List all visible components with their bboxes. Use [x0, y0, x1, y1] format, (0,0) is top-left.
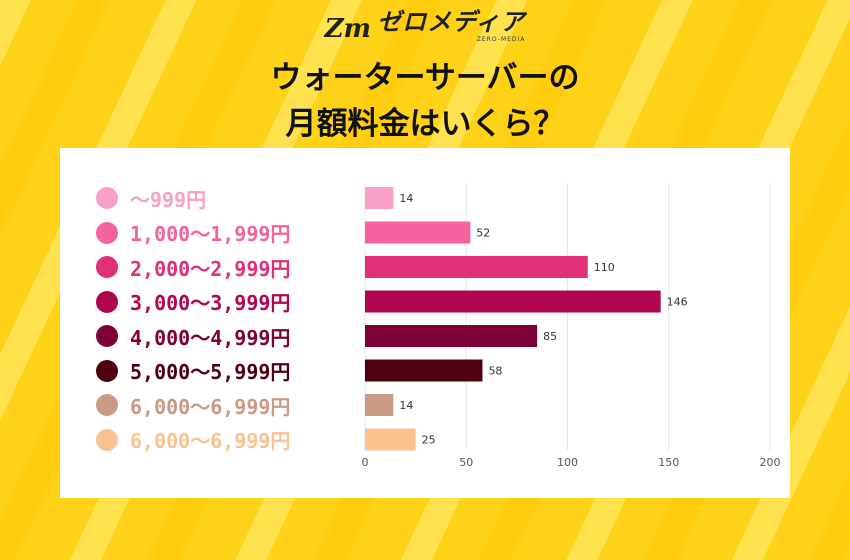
brand-logo: Zm ゼロメディア ZERO-MEDIA [0, 8, 850, 44]
legend-item: 3,000〜3,999円 [96, 288, 290, 316]
data-label: 58 [488, 365, 502, 378]
x-tick-label: 0 [362, 456, 369, 469]
x-tick-label: 50 [459, 456, 473, 469]
brand-name: ゼロメディア [377, 8, 526, 36]
legend-dot-icon [96, 359, 118, 382]
legend-dot-icon [96, 428, 118, 451]
bar [365, 428, 416, 451]
data-label: 85 [543, 330, 557, 343]
legend-dot-icon [96, 221, 118, 244]
data-label: 14 [399, 192, 413, 205]
legend-item: 5,000〜5,999円 [96, 357, 290, 385]
legend-label: 1,000〜1,999円 [130, 222, 291, 246]
legend-label: 5,000〜5,999円 [130, 360, 291, 384]
legend-item: 6,000〜6,999円 [96, 426, 290, 454]
bar [365, 256, 588, 278]
legend-item: 〜999円 [96, 184, 206, 212]
bar [365, 290, 661, 313]
legend-item: 6,000〜6,999円 [96, 391, 290, 419]
legend-label: 〜999円 [130, 187, 207, 212]
x-tick-label: 100 [557, 456, 578, 469]
page-title-line2: 月額料金はいくら？ [285, 106, 565, 142]
bar [365, 187, 394, 209]
legend-label: 4,000〜4,999円 [130, 325, 291, 350]
brand-mark: Zm [324, 14, 372, 44]
data-label: 52 [476, 227, 490, 240]
legend-label: 6,000〜6,999円 [130, 394, 291, 419]
brand-sub: ZERO-MEDIA [476, 36, 526, 43]
bar [365, 325, 538, 347]
x-tick-label: 150 [658, 456, 679, 469]
bar [365, 394, 394, 416]
legend-label: 6,000〜6,999円 [130, 429, 291, 453]
legend-item: 2,000〜2,999円 [96, 253, 290, 281]
legend-dot-icon [96, 394, 118, 416]
data-label: 25 [422, 434, 436, 447]
data-label: 14 [399, 399, 413, 412]
legend-dot-icon [96, 187, 118, 209]
x-tick-label: 200 [760, 456, 781, 469]
page-title-line1: ウォーターサーバーの [270, 60, 580, 96]
bar [365, 221, 471, 244]
legend-item: 4,000〜4,999円 [96, 322, 290, 350]
data-label: 146 [667, 296, 688, 309]
legend-label: 3,000〜3,999円 [130, 291, 291, 315]
legend-label: 2,000〜2,999円 [130, 256, 291, 281]
legend-item: 1,000〜1,999円 [96, 219, 290, 247]
legend-dot-icon [96, 325, 118, 347]
data-label: 110 [594, 261, 615, 274]
legend-dot-icon [96, 256, 118, 278]
bar [365, 359, 483, 382]
legend-dot-icon [96, 290, 118, 313]
